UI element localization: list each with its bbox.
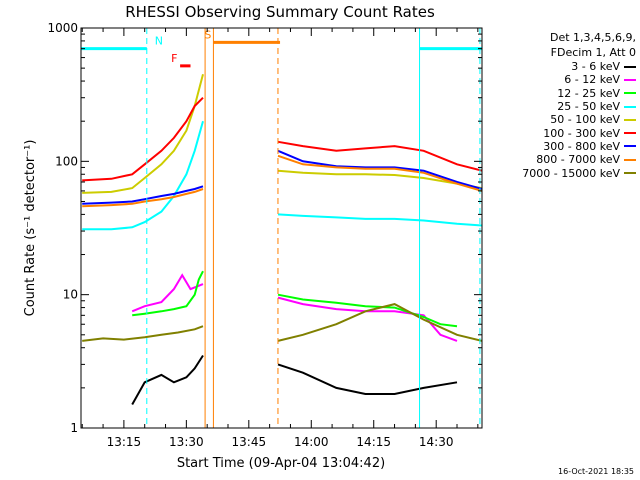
legend-label: 50 - 100 keV xyxy=(550,113,620,127)
series-line-4-seg-1 xyxy=(82,120,204,231)
y-tick-label: 10 xyxy=(63,288,78,302)
series-line-1-seg-1 xyxy=(131,354,204,405)
x-tick-label: 13:15 xyxy=(107,435,142,449)
series-line-6-seg-2 xyxy=(277,140,482,172)
x-tick-label: 14:15 xyxy=(356,435,391,449)
legend-item: 7000 - 15000 keV xyxy=(488,166,636,180)
series-line-2-seg-2 xyxy=(277,296,458,342)
flag-label-4: F xyxy=(171,52,177,65)
legend-item: 800 - 7000 keV xyxy=(488,153,636,166)
series-line-7-seg-2 xyxy=(277,149,482,190)
legend-header-line-1: Det 1,3,4,5,6,9, xyxy=(549,31,636,44)
legend-swatch xyxy=(624,172,636,175)
series-line-7-seg-1 xyxy=(82,185,204,205)
legend-item: 100 - 300 keV xyxy=(488,126,636,140)
y-tick-label: 1 xyxy=(70,421,78,435)
legend-header-line-2: FDecim 1, Att 0 xyxy=(550,46,636,59)
plot-frame xyxy=(80,27,483,429)
legend-item: 12 - 25 keV xyxy=(488,87,636,100)
x-tick-label: 14:00 xyxy=(294,435,329,449)
series-line-1-seg-2 xyxy=(277,363,458,395)
legend-item: 50 - 100 keV xyxy=(488,113,636,126)
legend-swatch xyxy=(624,105,636,108)
y-tick-label: 1000 xyxy=(47,21,78,35)
legend-label: 25 - 50 keV xyxy=(557,100,620,114)
legend-swatch xyxy=(624,132,636,135)
x-tick-label: 14:30 xyxy=(419,435,454,449)
legend-label: 6 - 12 keV xyxy=(564,73,620,87)
series-line-6-seg-1 xyxy=(82,96,204,182)
series-line-3-seg-1 xyxy=(132,270,204,317)
x-tick-label: 13:30 xyxy=(169,435,204,449)
legend-swatch xyxy=(624,65,636,68)
legend-swatch xyxy=(624,158,636,161)
series-line-9-seg-2 xyxy=(277,303,482,342)
chart-title: RHESSI Observing Summary Count Rates xyxy=(125,3,435,21)
legend-swatch xyxy=(624,78,636,81)
series-line-2-seg-1 xyxy=(131,273,204,313)
x-tick-label: 13:45 xyxy=(232,435,267,449)
legend-swatch xyxy=(624,118,636,121)
flag-label-1: N xyxy=(155,35,163,48)
legend-item: 3 - 6 keV xyxy=(488,60,636,73)
legend-item: 25 - 50 keV xyxy=(488,100,636,113)
flag-label-3: S xyxy=(204,28,211,41)
legend-item: 6 - 12 keV xyxy=(488,73,636,86)
legend-item: 300 - 800 keV xyxy=(488,140,636,153)
date-stamp: 16-Oct-2021 18:35 xyxy=(558,467,634,476)
series-line-8-seg-1 xyxy=(82,188,204,208)
legend-label: 12 - 25 keV xyxy=(557,86,620,100)
legend-swatch xyxy=(624,145,636,148)
legend-swatch xyxy=(624,92,636,95)
legend-label: 3 - 6 keV xyxy=(571,60,620,74)
y-axis-label: Count Rate (s⁻¹ detector⁻¹) xyxy=(23,140,38,317)
series-line-4-seg-2 xyxy=(277,213,482,227)
legend-label: 7000 - 15000 keV xyxy=(522,166,620,180)
series-line-5-seg-1 xyxy=(82,73,204,194)
legend-label: 800 - 7000 keV xyxy=(536,153,620,167)
y-tick-label: 100 xyxy=(55,154,78,168)
legend-label: 100 - 300 keV xyxy=(543,126,620,140)
legend-label: 300 - 800 keV xyxy=(543,139,620,153)
series-line-9-seg-1 xyxy=(82,325,204,342)
x-axis-label: Start Time (09-Apr-04 13:04:42) xyxy=(177,456,385,471)
series-line-8-seg-2 xyxy=(277,154,482,192)
legend: Det 1,3,4,5,6,9, FDecim 1, Att 0 3 - 6 k… xyxy=(488,30,636,180)
